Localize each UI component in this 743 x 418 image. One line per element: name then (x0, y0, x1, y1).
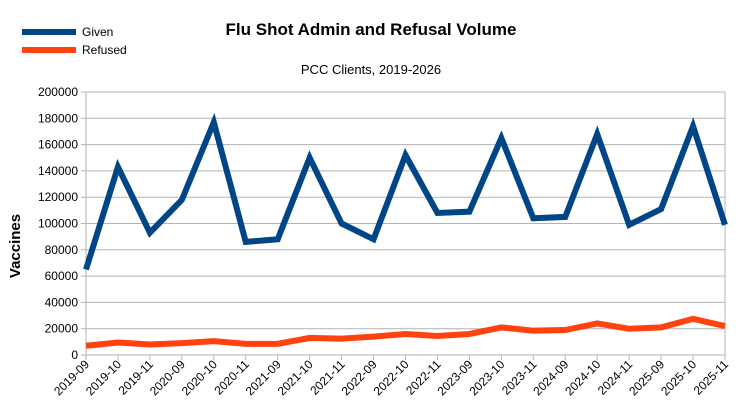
x-tick-label: 2019-10 (83, 357, 124, 398)
x-tick-label: 2025-11 (691, 357, 732, 398)
legend-label-given: Given (82, 25, 113, 39)
x-tick-label: 2025-10 (658, 357, 699, 398)
y-tick-label: 140000 (38, 164, 78, 178)
legend-label-refused: Refused (82, 43, 127, 57)
y-tick-label: 180000 (38, 111, 78, 125)
y-tick-label: 120000 (38, 190, 78, 204)
y-tick-label: 100000 (38, 217, 78, 231)
legend: Given Refused (22, 25, 127, 57)
series-line-given (83, 112, 728, 271)
y-tick-label: 0 (71, 348, 78, 362)
y-tick-label: 60000 (45, 269, 79, 283)
x-tick-label: 2024-10 (562, 357, 603, 398)
y-tick-label: 40000 (45, 295, 79, 309)
x-tick-label: 2022-10 (371, 357, 412, 398)
x-tick-label: 2023-10 (466, 357, 507, 398)
y-tick-label: 160000 (38, 138, 78, 152)
y-tick-label: 20000 (45, 322, 79, 336)
x-tick-label: 2020-10 (179, 357, 220, 398)
series-line-refused (85, 315, 726, 349)
y-tick-label: 200000 (38, 85, 78, 99)
y-tick-label: 80000 (45, 243, 79, 257)
chart-subtitle: PCC Clients, 2019-2026 (301, 62, 441, 77)
y-axis-label: Vaccines (7, 214, 24, 278)
x-tick-label: 2021-10 (275, 357, 316, 398)
chart-title: Flu Shot Admin and Refusal Volume (226, 20, 517, 39)
